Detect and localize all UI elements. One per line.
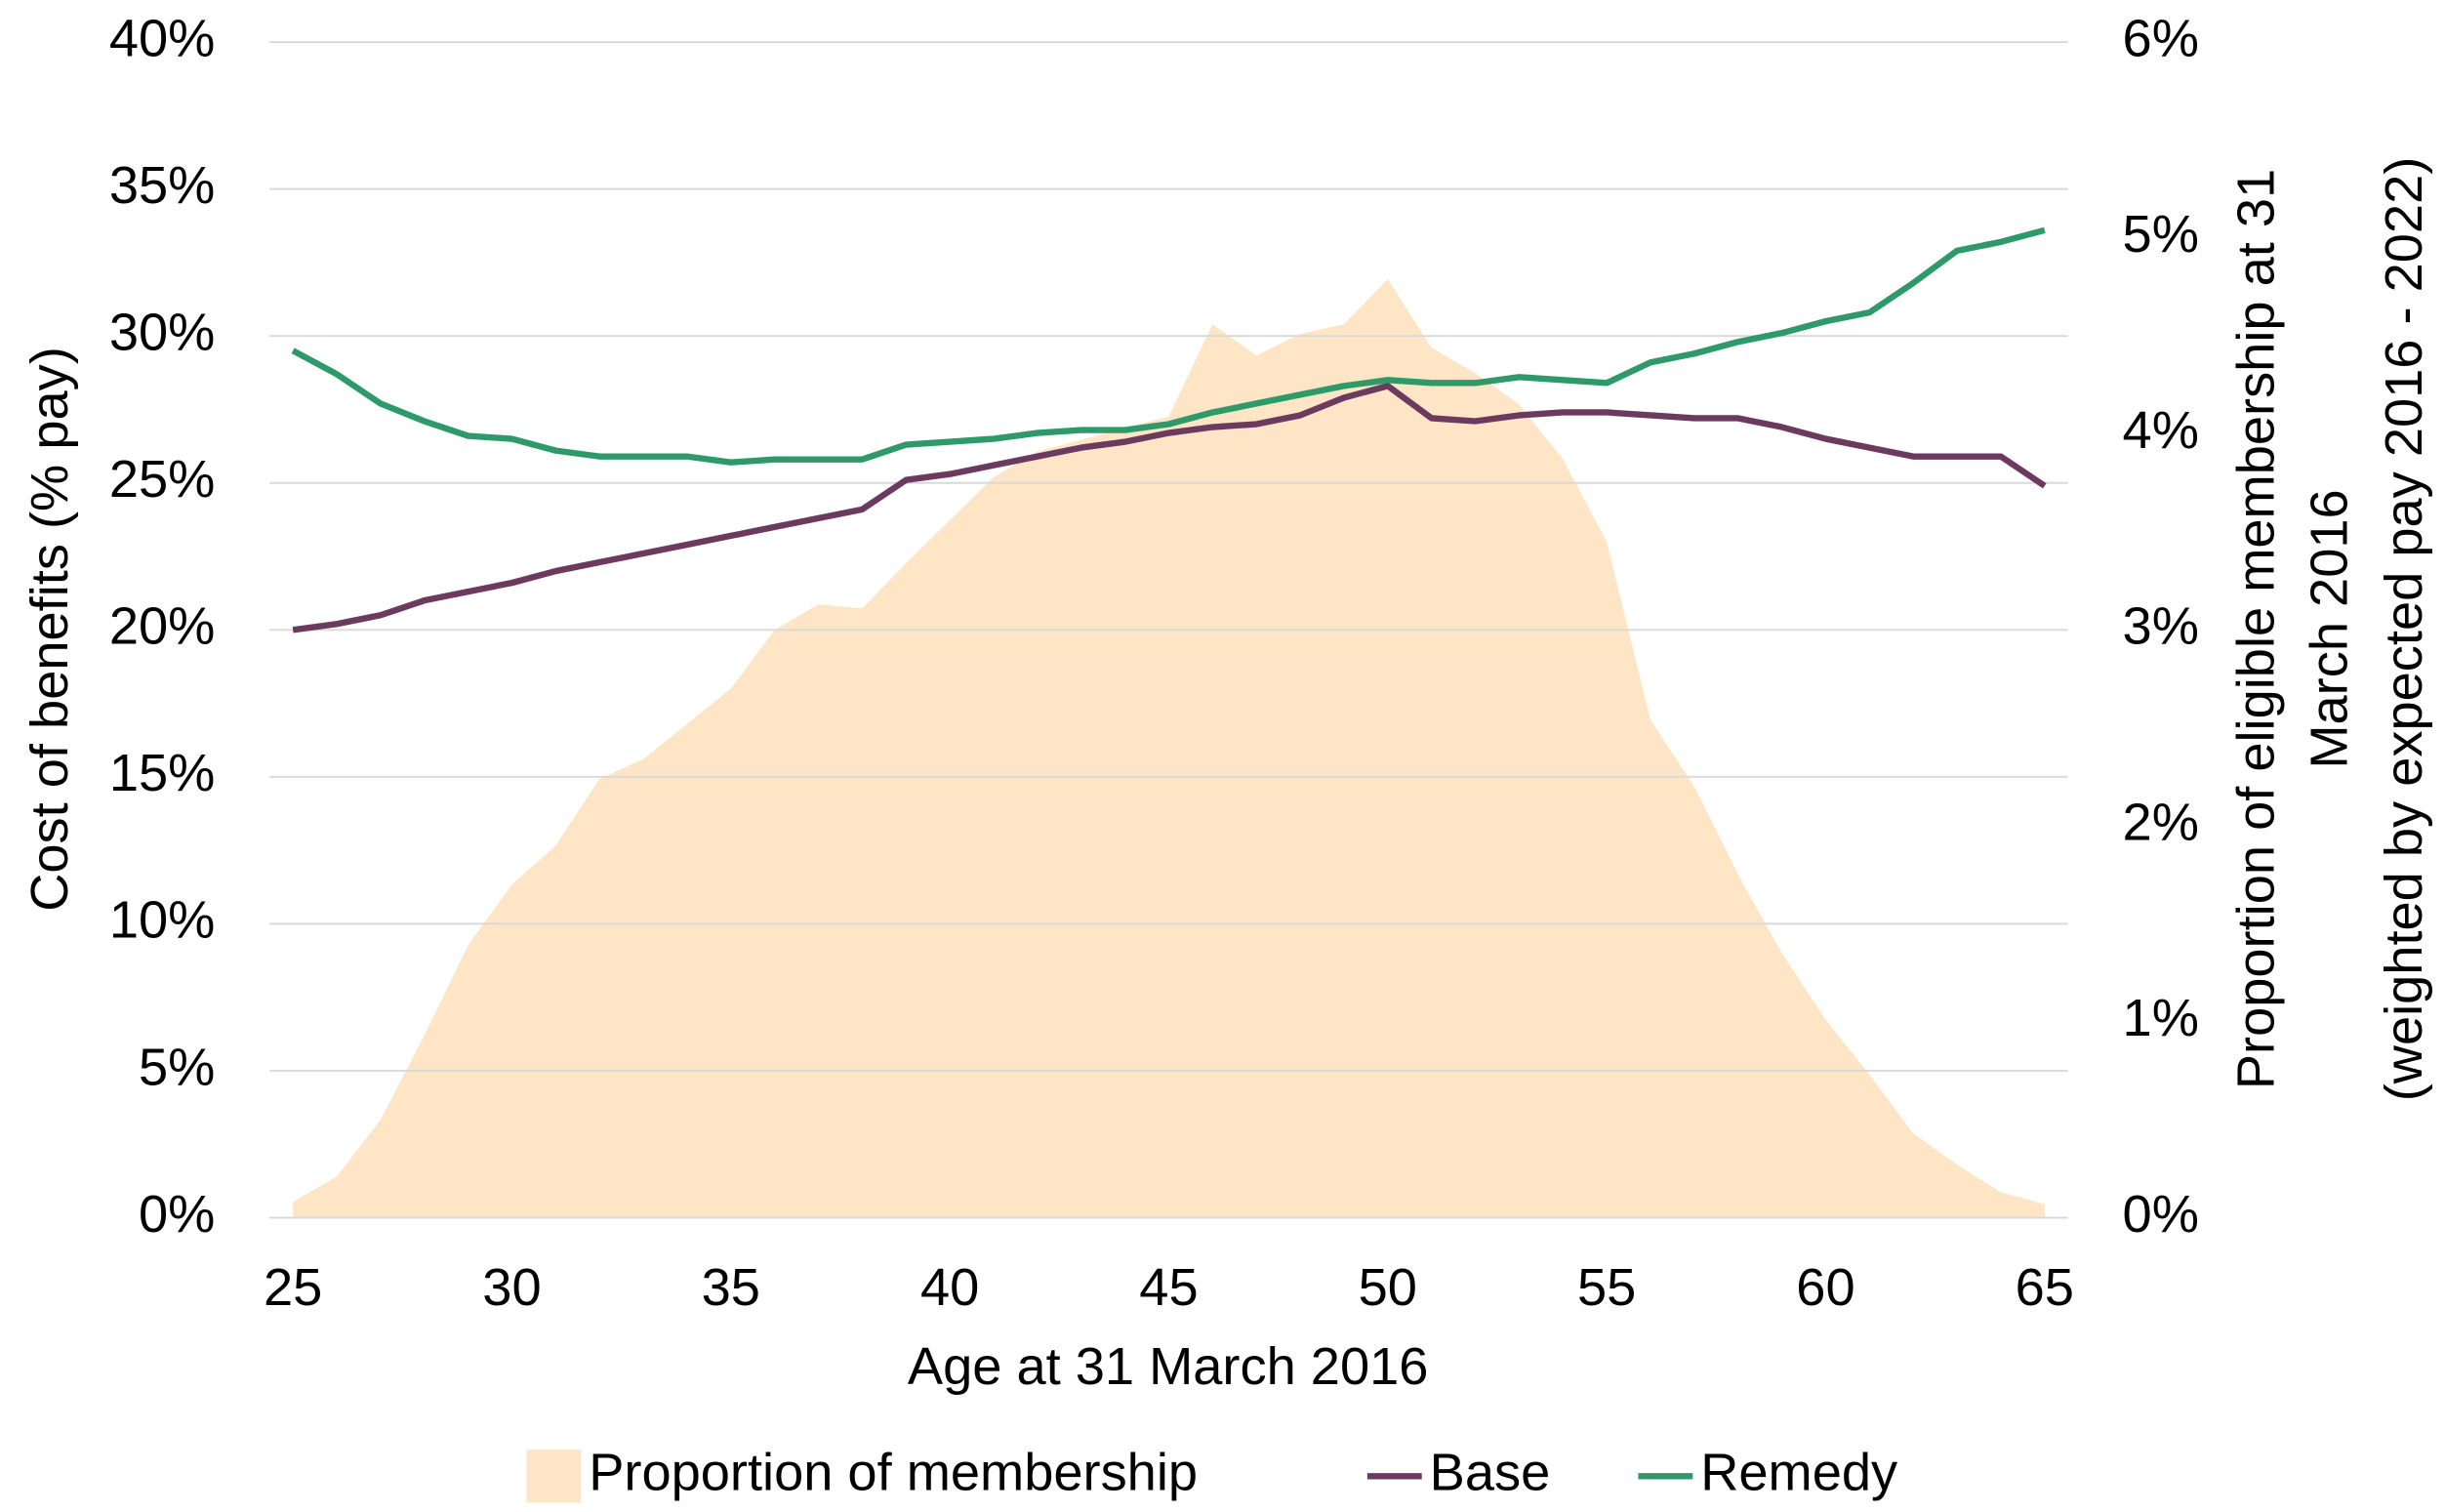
grid bbox=[269, 41, 2068, 1219]
legend-label: Remedy bbox=[1700, 1444, 1897, 1502]
y2-tick-label: 0% bbox=[2123, 1185, 2199, 1244]
legend-swatch bbox=[526, 1450, 582, 1503]
y2-tick-label: 5% bbox=[2123, 205, 2199, 264]
x-tick-label: 50 bbox=[1359, 1258, 1417, 1317]
y2-axis-label: Proportion of eligible membership at 31 bbox=[2226, 169, 2285, 1089]
y-tick-label: 0% bbox=[139, 1185, 215, 1244]
x-tick-label: 65 bbox=[2016, 1258, 2074, 1317]
y-tick-label: 30% bbox=[109, 304, 216, 362]
y-tick-label: 5% bbox=[139, 1038, 215, 1096]
area bbox=[293, 278, 2045, 1218]
legend-label: Proportion of membership bbox=[589, 1444, 1198, 1502]
y2-tick-label: 4% bbox=[2123, 401, 2199, 460]
y2-tick-label: 3% bbox=[2123, 597, 2199, 656]
x-tick-label: 30 bbox=[482, 1258, 541, 1317]
line bbox=[291, 226, 2046, 466]
legend-label: Base bbox=[1430, 1444, 1551, 1502]
y-axis-label: Cost of benefits (% pay) bbox=[20, 347, 79, 912]
x-tick-label: 45 bbox=[1139, 1258, 1198, 1317]
y-tick-label: 10% bbox=[109, 891, 216, 950]
y2-tick-label: 1% bbox=[2123, 989, 2199, 1047]
line bbox=[292, 383, 2047, 633]
y-tick-label: 40% bbox=[109, 9, 216, 67]
y2-axis-label: March 2016 bbox=[2300, 489, 2358, 768]
y2-axis-label: (weighted by expected pay 2016 - 2022) bbox=[2375, 157, 2433, 1102]
x-tick-label: 35 bbox=[702, 1258, 760, 1317]
y-tick-label: 35% bbox=[109, 156, 216, 215]
x-axis-label: Age at 31 March 2016 bbox=[908, 1337, 1429, 1396]
y-tick-label: 20% bbox=[109, 597, 216, 656]
x-tick-label: 40 bbox=[920, 1258, 979, 1317]
x-tick-label: 25 bbox=[264, 1258, 322, 1317]
y-tick-label: 15% bbox=[109, 744, 216, 802]
y2-tick-label: 2% bbox=[2123, 793, 2199, 851]
y2-tick-label: 6% bbox=[2123, 9, 2199, 67]
x-tick-label: 55 bbox=[1577, 1258, 1636, 1317]
plot bbox=[293, 278, 2045, 1218]
x-tick-label: 60 bbox=[1796, 1258, 1854, 1317]
y-tick-label: 25% bbox=[109, 450, 216, 509]
